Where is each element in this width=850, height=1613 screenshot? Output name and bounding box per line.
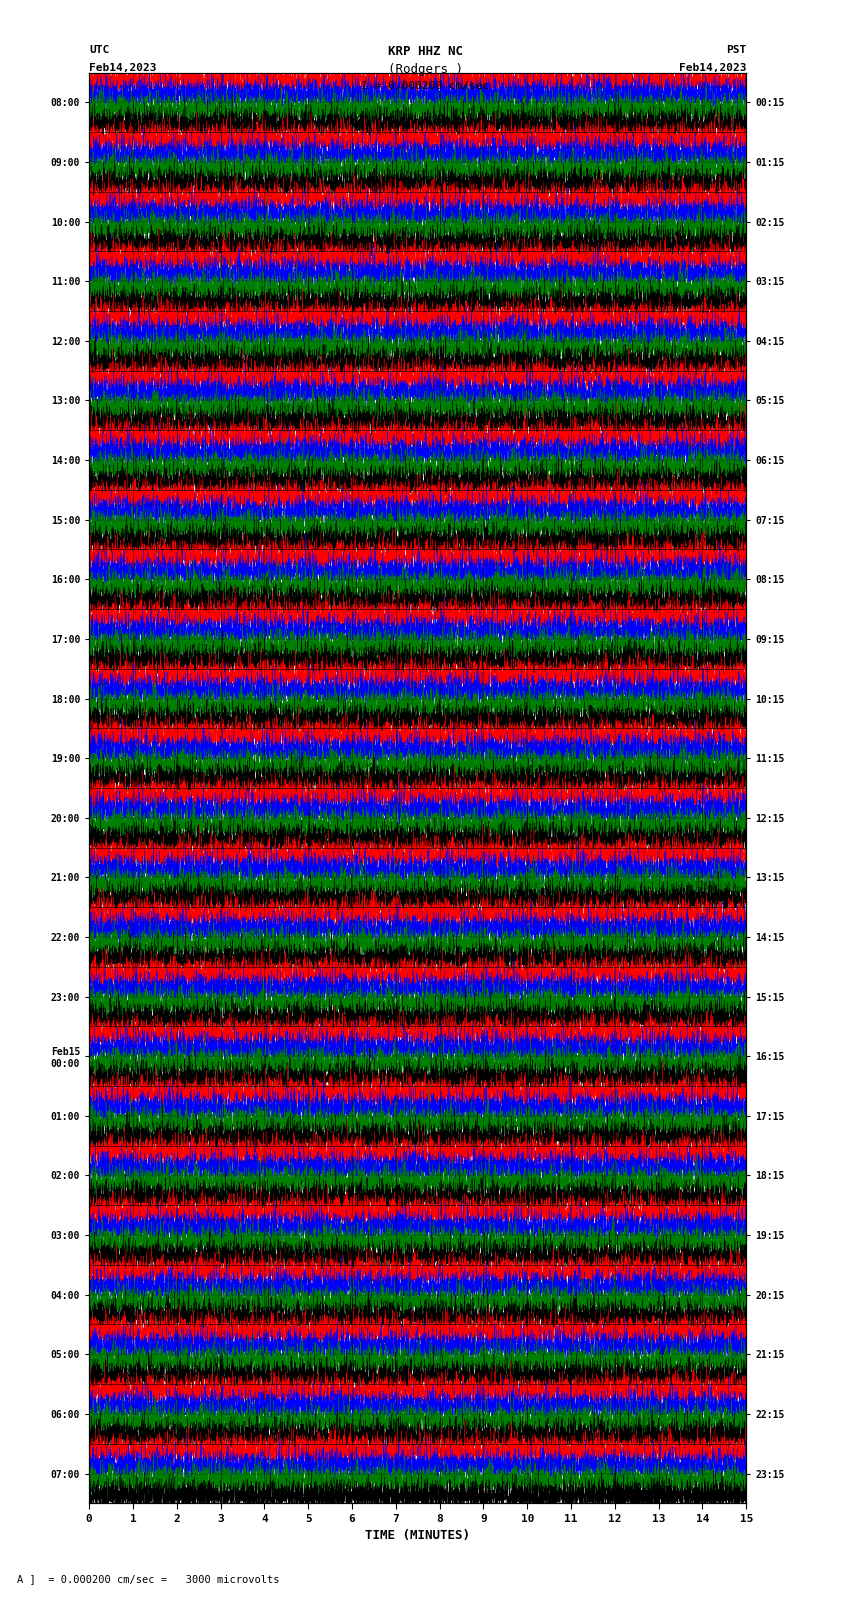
Text: Feb14,2023: Feb14,2023	[679, 63, 746, 73]
Text: KRP HHZ NC: KRP HHZ NC	[388, 45, 462, 58]
Text: (Rodgers ): (Rodgers )	[388, 63, 462, 76]
Text: UTC: UTC	[89, 45, 110, 55]
Text: I = 0.000200 cm/sec: I = 0.000200 cm/sec	[361, 81, 489, 90]
Text: PST: PST	[726, 45, 746, 55]
Text: Feb14,2023: Feb14,2023	[89, 63, 156, 73]
Text: A ]  = 0.000200 cm/sec =   3000 microvolts: A ] = 0.000200 cm/sec = 3000 microvolts	[17, 1574, 280, 1584]
X-axis label: TIME (MINUTES): TIME (MINUTES)	[366, 1529, 470, 1542]
